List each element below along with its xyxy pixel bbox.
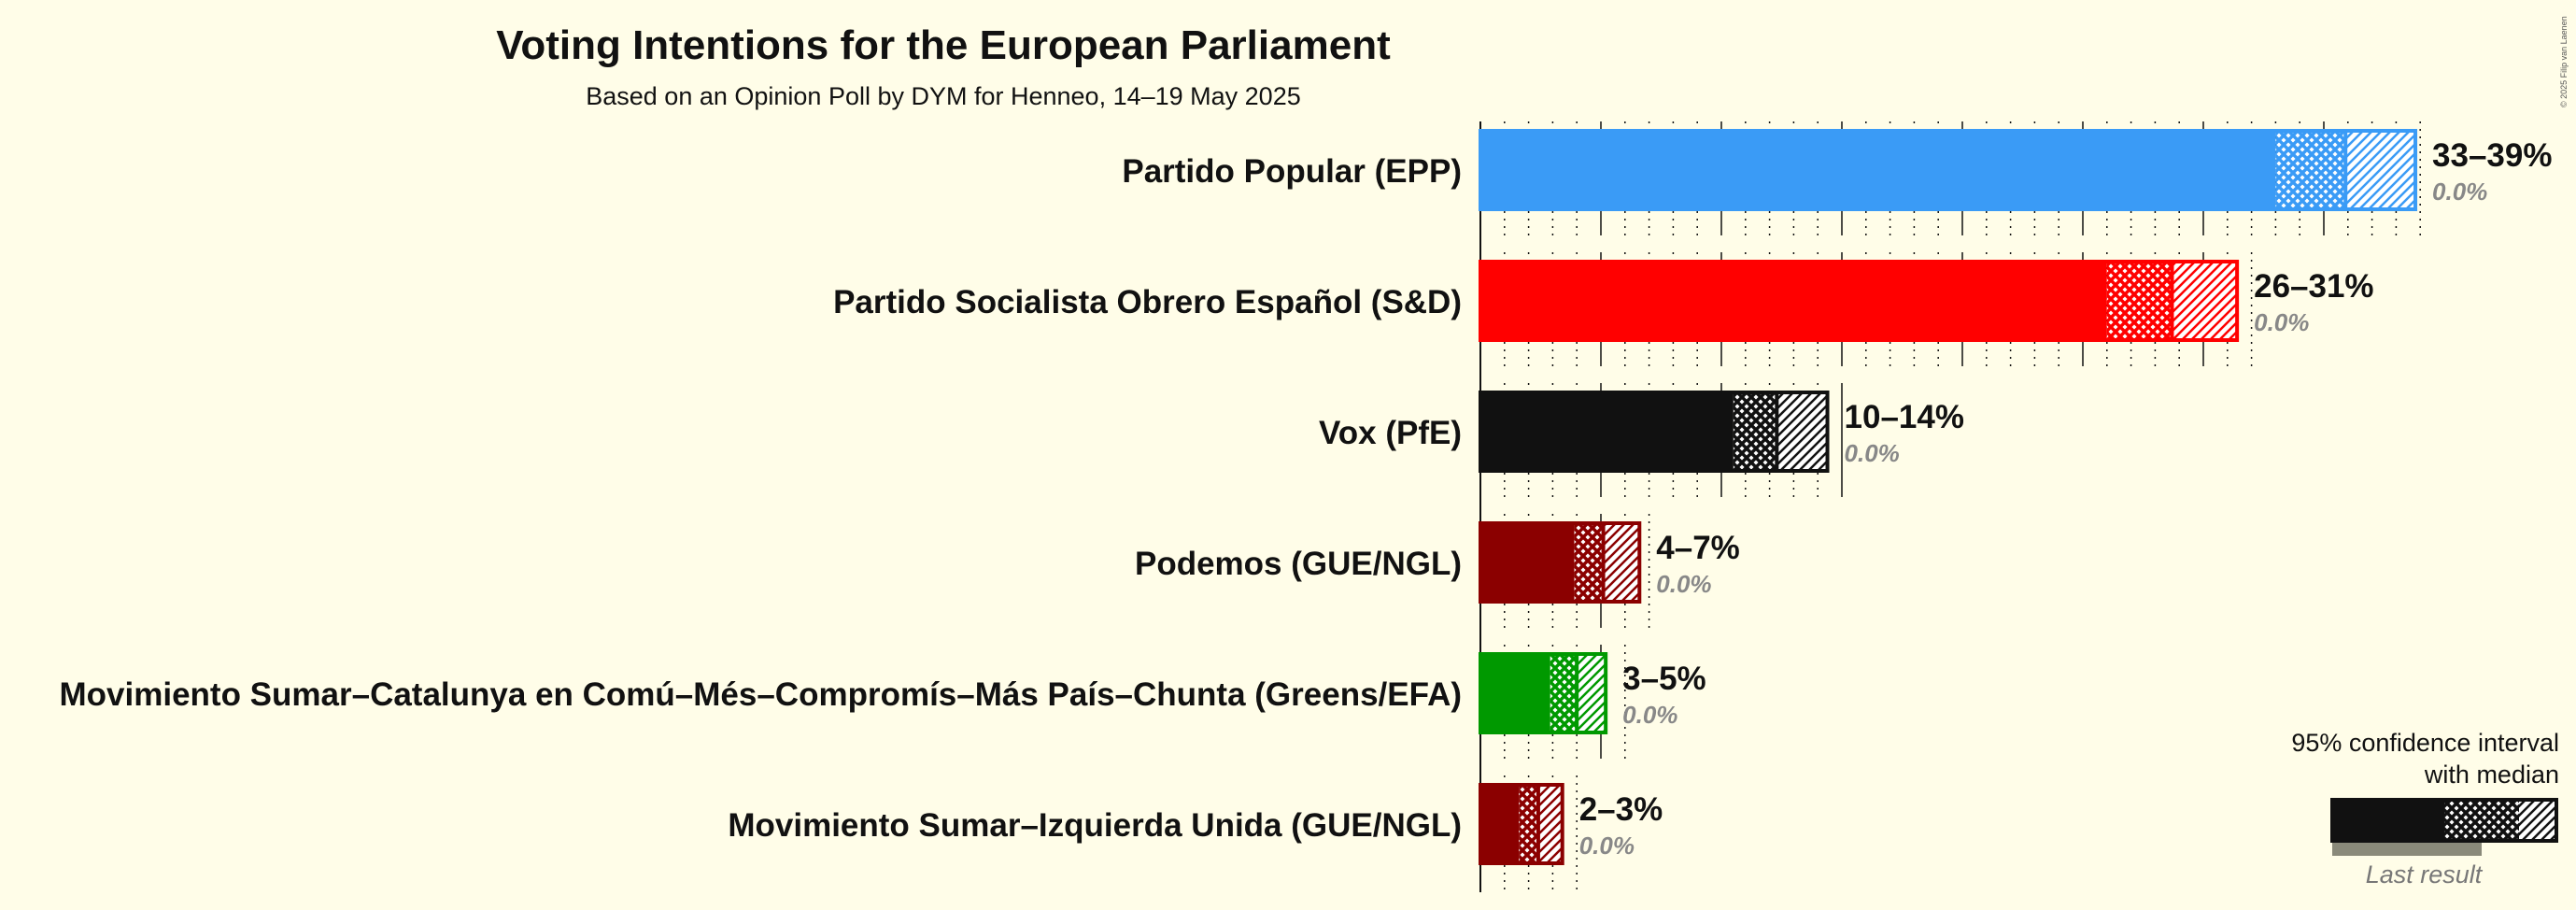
party-label: Podemos (GUE/NGL) xyxy=(1135,546,1462,582)
bar-solid xyxy=(1480,654,1550,732)
range-label: 2–3% xyxy=(1579,791,1663,828)
party-label: Movimiento Sumar–Catalunya en Comú–Més–C… xyxy=(60,676,1463,713)
bar-solid xyxy=(1480,523,1575,602)
labels: Partido Popular (EPP) 33–39% 0.0% Partido S… xyxy=(60,137,2553,860)
last-result-label: 0.0% xyxy=(2254,308,2309,336)
chart-subtitle: Based on an Opinion Poll by DYM for Henn… xyxy=(586,82,1300,110)
copyright-note: © 2025 Filip van Laenen xyxy=(2559,16,2569,107)
range-label: 33–39% xyxy=(2432,137,2552,174)
party-label: Movimiento Sumar–Izquierda Unida (GUE/NG… xyxy=(728,807,1462,844)
legend-ci-label: 95% confidence interval xyxy=(2291,729,2559,757)
last-result-label: 0.0% xyxy=(1845,439,1900,467)
legend-solid-bar xyxy=(2332,800,2444,841)
bar-solid xyxy=(1480,262,2107,340)
bar-ci-lower xyxy=(1519,785,1538,863)
chart-title: Voting Intentions for the European Parli… xyxy=(496,22,1391,68)
bar-ci-lower xyxy=(1550,654,1578,732)
bar-ci-upper xyxy=(1603,523,1640,602)
bar-outline xyxy=(1479,783,1564,865)
bar-outline xyxy=(1479,260,2240,342)
legend-crosshatch-bar xyxy=(2444,800,2519,841)
legend-last-result-label: Last result xyxy=(2366,860,2484,889)
bar-ci-lower xyxy=(2106,262,2173,340)
range-label: 3–5% xyxy=(1622,661,1706,697)
legend-median-label: with median xyxy=(2424,761,2559,789)
bar-outline xyxy=(1479,652,1608,734)
bar-ci-upper xyxy=(1577,654,1606,732)
range-label: 26–31% xyxy=(2254,268,2373,305)
bar-ci-lower xyxy=(2275,131,2346,209)
party-label: Vox (PfE) xyxy=(1319,415,1462,451)
legend-diagonal-bar xyxy=(2519,800,2556,841)
bar-ci-lower xyxy=(1733,392,1777,471)
range-label: 4–7% xyxy=(1656,530,1740,566)
party-label: Partido Popular (EPP) xyxy=(1122,153,1462,190)
bar-solid xyxy=(1480,392,1734,471)
legend: 95% confidence interval with median Last… xyxy=(2291,729,2559,889)
bar-outline xyxy=(1479,391,1830,473)
bar-ci-upper xyxy=(1537,785,1563,863)
bar-ci-lower xyxy=(1574,523,1604,602)
last-result-label: 0.0% xyxy=(1622,701,1677,729)
bars xyxy=(1479,129,2418,865)
bar-solid xyxy=(1480,785,1520,863)
bar-outline xyxy=(1479,129,2418,211)
last-result-label: 0.0% xyxy=(1579,832,1635,860)
last-result-label: 0.0% xyxy=(1656,570,1711,598)
party-label: Partido Socialista Obrero Español (S&D) xyxy=(833,284,1462,320)
bar-ci-upper xyxy=(2345,131,2416,209)
range-label: 10–14% xyxy=(1845,399,1964,435)
gridlines xyxy=(1479,121,2421,892)
last-result-label: 0.0% xyxy=(2432,178,2487,206)
legend-outline xyxy=(2330,798,2558,843)
bar-outline xyxy=(1479,521,1642,604)
bar-ci-upper xyxy=(2172,262,2238,340)
bar-ci-upper xyxy=(1776,392,1828,471)
bar-solid xyxy=(1480,131,2276,209)
